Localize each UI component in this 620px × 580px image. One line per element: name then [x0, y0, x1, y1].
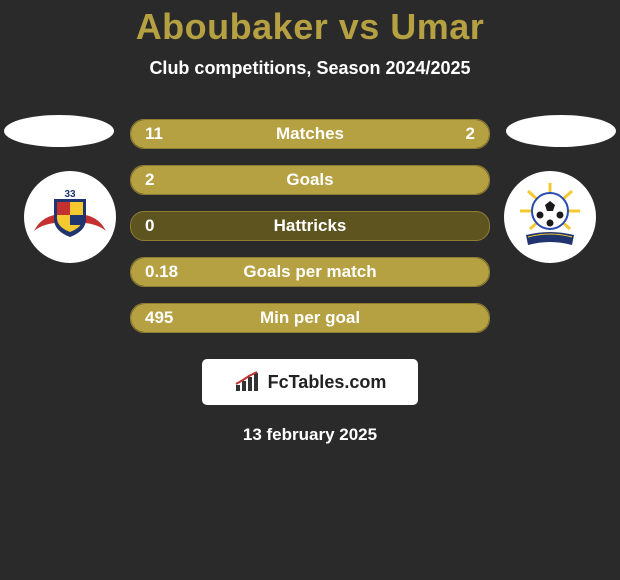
stat-label: Goals	[131, 170, 489, 190]
svg-text:33: 33	[64, 189, 76, 200]
title: Aboubaker vs Umar	[136, 6, 485, 48]
club-crest-right-icon	[504, 171, 596, 263]
stat-row: 0.18Goals per match	[130, 257, 490, 287]
stat-label: Hattricks	[131, 216, 489, 236]
stat-rows: 11Matches22Goals0Hattricks0.18Goals per …	[130, 119, 490, 333]
date: 13 february 2025	[243, 425, 377, 445]
club-badge-left: 33	[24, 171, 116, 263]
stats-area: 33	[0, 115, 620, 333]
stat-row: 2Goals	[130, 165, 490, 195]
stat-row: 11Matches2	[130, 119, 490, 149]
stat-row: 0Hattricks	[130, 211, 490, 241]
brand-box[interactable]: FcTables.com	[202, 359, 418, 405]
player-photo-left	[4, 115, 114, 147]
club-badge-right	[504, 171, 596, 263]
brand-text: FcTables.com	[268, 372, 387, 393]
subtitle: Club competitions, Season 2024/2025	[149, 58, 470, 79]
stat-label: Min per goal	[131, 308, 489, 328]
stat-label: Goals per match	[131, 262, 489, 282]
stat-label: Matches	[131, 124, 489, 144]
stat-row: 495Min per goal	[130, 303, 490, 333]
club-crest-left-icon: 33	[24, 171, 116, 263]
bar-chart-icon	[234, 371, 262, 393]
stat-value-right: 2	[466, 124, 475, 144]
comparison-card: Aboubaker vs Umar Club competitions, Sea…	[0, 0, 620, 445]
player-photo-right	[506, 115, 616, 147]
